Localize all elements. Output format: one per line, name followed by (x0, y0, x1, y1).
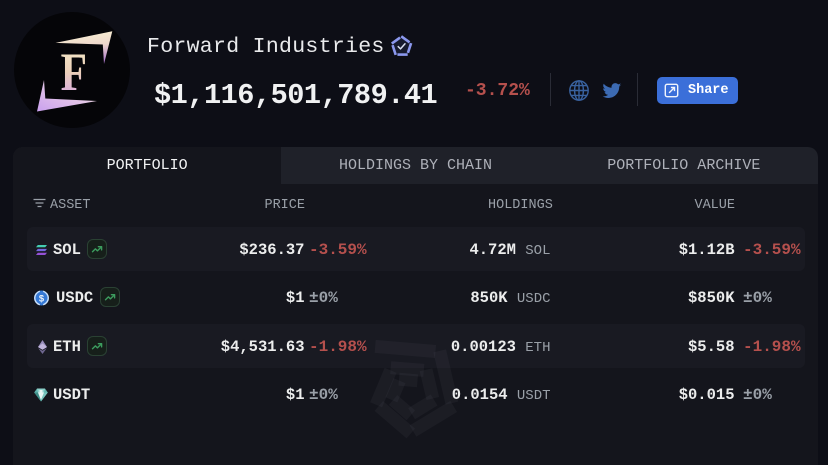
svg-text:F: F (61, 41, 87, 102)
svg-text:$: $ (39, 293, 45, 303)
